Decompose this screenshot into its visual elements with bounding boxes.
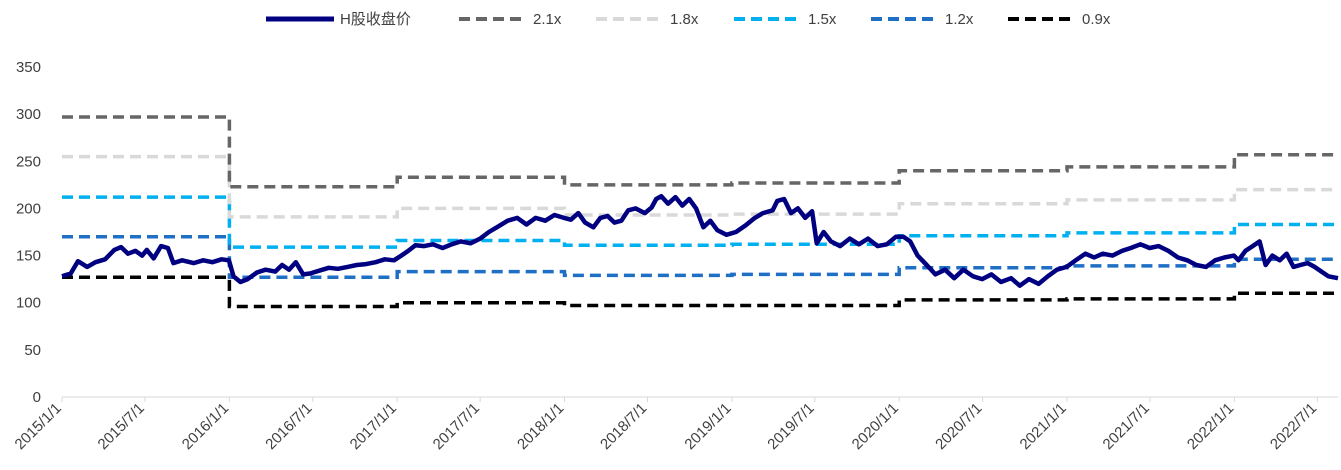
- legend-label: 2.1x: [533, 11, 562, 28]
- x-axis: 2015/1/1 2015/7/1 2016/1/1 2016/7/1 2017/1/1…: [12, 396, 1338, 453]
- x-tick-label: 2017/1/1: [347, 400, 400, 453]
- y-tick-label: 350: [16, 59, 41, 76]
- x-tick-label: 2018/1/1: [514, 400, 567, 453]
- legend-label: 1.5x: [808, 11, 837, 28]
- series-line-0.9x: [62, 275, 1338, 309]
- legend: H股收盘价 2.1x 1.8x 1.5x 1.2x 0.9x: [266, 10, 1111, 28]
- x-tick-label: 2021/7/1: [1100, 400, 1153, 453]
- x-tick-label: 2019/1/1: [681, 400, 734, 453]
- y-tick-label: 100: [16, 295, 41, 312]
- x-tick-label: 2017/7/1: [430, 400, 483, 453]
- x-tick-label: 2015/1/1: [12, 400, 65, 453]
- series-line-2.1x: [62, 115, 1338, 189]
- y-tick-label: 250: [16, 153, 41, 170]
- y-tick-label: 200: [16, 200, 41, 217]
- legend-label: 0.9x: [1082, 11, 1111, 28]
- series-line-1.2x: [62, 234, 1338, 280]
- x-tick-label: 2019/7/1: [764, 400, 817, 453]
- y-tick-label: 50: [24, 342, 41, 359]
- x-tick-label: 2018/7/1: [597, 400, 650, 453]
- y-axis: 0 50 100 150 200 250 300 350: [16, 59, 41, 406]
- series-line-1.8x: [62, 154, 1338, 219]
- legend-label: H股收盘价: [340, 10, 411, 28]
- x-tick-label: 2016/7/1: [262, 400, 315, 453]
- legend-label: 1.2x: [945, 11, 974, 28]
- x-tick-label: 2022/1/1: [1184, 400, 1237, 453]
- x-tick-label: 2016/1/1: [179, 400, 232, 453]
- y-tick-label: 150: [16, 248, 41, 265]
- legend-label: 1.8x: [670, 11, 699, 28]
- y-tick-label: 0: [33, 389, 41, 406]
- x-tick-label: 2022/7/1: [1267, 400, 1320, 453]
- x-tick-label: 2015/7/1: [95, 400, 148, 453]
- plot-area: [61, 115, 1339, 309]
- y-tick-label: 300: [16, 106, 41, 123]
- x-tick-label: 2020/1/1: [849, 400, 902, 453]
- series-line-1.5x: [62, 195, 1338, 249]
- x-tick-label: 2020/7/1: [932, 400, 985, 453]
- x-tick-label: 2021/1/1: [1017, 400, 1070, 453]
- series-line-price: [61, 193, 1339, 288]
